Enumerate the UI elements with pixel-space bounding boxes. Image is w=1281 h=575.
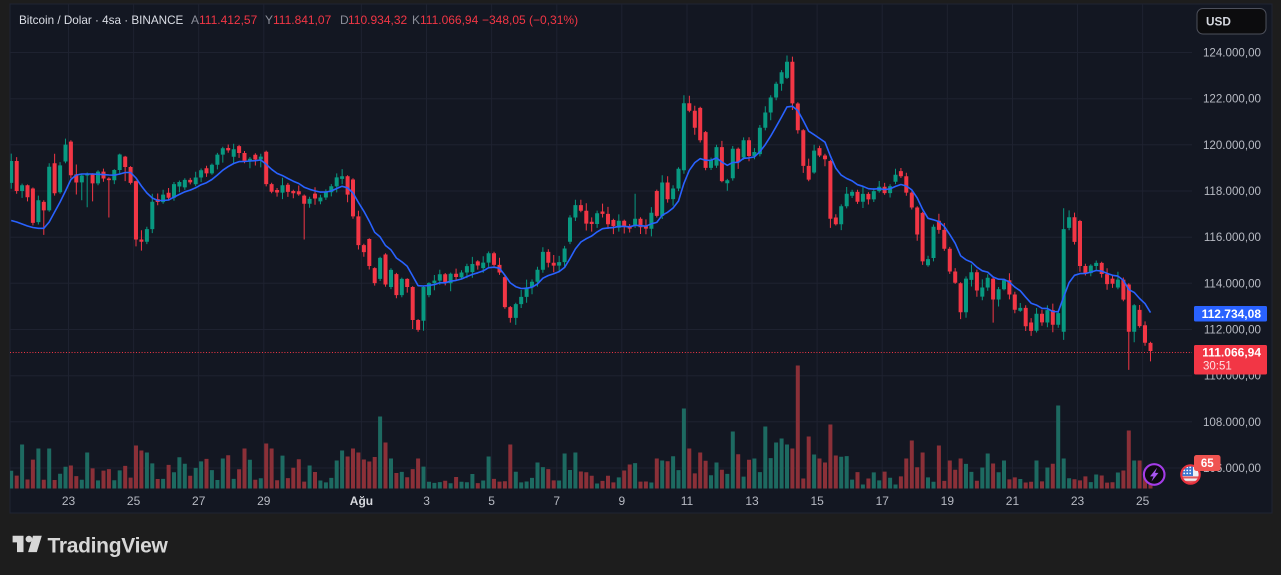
svg-text:27: 27 [192,494,206,508]
svg-text:3: 3 [423,494,430,508]
svg-text:23: 23 [1071,494,1085,508]
svg-text:D: D [340,13,349,27]
svg-text:15: 15 [810,494,824,508]
svg-text:112.734,08: 112.734,08 [1202,307,1262,321]
svg-text:TradingView: TradingView [48,535,169,558]
svg-text:118.000,00: 118.000,00 [1204,185,1261,198]
svg-text:23: 23 [62,494,76,508]
svg-text:111.412,57: 111.412,57 [199,13,258,27]
svg-text:114.000,00: 114.000,00 [1204,277,1261,290]
svg-text:116.000,00: 116.000,00 [1204,231,1261,244]
svg-text:111.841,07: 111.841,07 [273,13,332,27]
svg-text:30:51: 30:51 [1203,361,1232,373]
svg-text:65: 65 [1201,458,1214,470]
svg-text:9: 9 [619,494,626,508]
svg-text:A: A [191,13,199,27]
svg-text:122.000,00: 122.000,00 [1203,93,1261,106]
svg-text:25: 25 [127,494,141,508]
svg-text:111.066,94: 111.066,94 [420,13,479,27]
svg-text:110.934,32: 110.934,32 [348,13,407,27]
svg-text:25: 25 [1136,494,1150,508]
svg-text:19: 19 [941,494,955,508]
svg-text:120.000,00: 120.000,00 [1203,139,1261,152]
svg-text:21: 21 [1006,494,1020,508]
svg-text:111.066,94: 111.066,94 [1202,346,1261,360]
svg-text:13: 13 [745,494,759,508]
svg-text:Ağu: Ağu [350,494,373,508]
svg-text:K: K [412,13,420,27]
svg-text:Bitcoin / Dolar · 4sa · BINANC: Bitcoin / Dolar · 4sa · BINANCE [19,14,184,27]
svg-text:−348,05 (−0,31%): −348,05 (−0,31%) [482,13,578,27]
svg-text:5: 5 [488,494,495,508]
svg-text:11: 11 [681,494,694,508]
svg-text:Y: Y [265,13,273,27]
svg-text:108.000,00: 108.000,00 [1203,416,1261,429]
svg-text:17: 17 [876,494,890,508]
svg-text:29: 29 [257,494,271,508]
svg-text:112.000,00: 112.000,00 [1204,324,1261,337]
svg-text:7: 7 [553,494,560,508]
svg-text:USD: USD [1206,15,1231,29]
svg-text:124.000,00: 124.000,00 [1203,47,1261,60]
